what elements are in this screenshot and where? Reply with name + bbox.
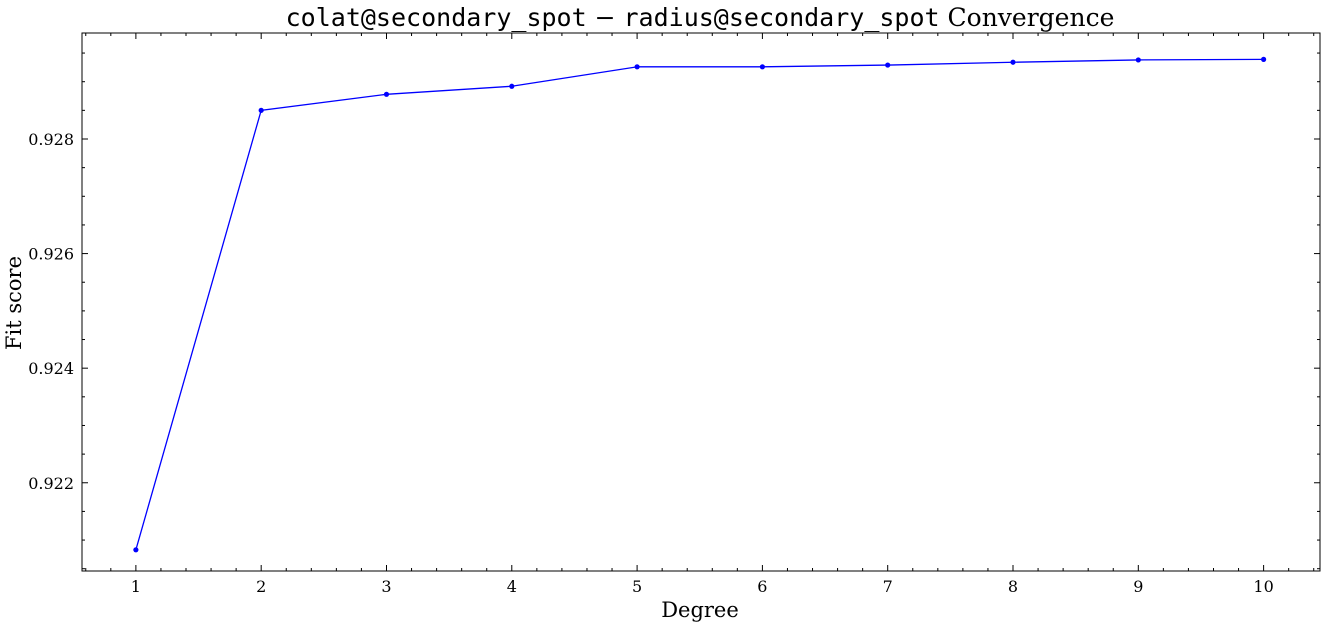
x-tick-label: 8	[1008, 577, 1018, 596]
chart-title-part2: radius@secondary_spot	[624, 3, 940, 32]
chart-title-part3: Convergence	[940, 3, 1115, 32]
y-tick-label: 0.922	[28, 474, 74, 493]
x-axis-label: Degree	[661, 598, 739, 622]
data-point	[634, 64, 640, 70]
data-point	[133, 547, 139, 553]
data-point	[1135, 57, 1141, 63]
data-point	[509, 83, 515, 89]
data-point	[1261, 56, 1267, 62]
x-tick-label: 4	[507, 577, 517, 596]
y-tick-label: 0.928	[28, 130, 74, 149]
x-tick-label: 5	[632, 577, 642, 596]
x-tick-label: 2	[256, 577, 266, 596]
y-tick-label: 0.926	[28, 245, 74, 264]
data-point	[258, 107, 264, 113]
series-line	[135, 58, 1264, 550]
x-tick-label: 1	[131, 577, 141, 596]
x-tick-label: 7	[883, 577, 893, 596]
chart-title-part1: colat@secondary_spot	[286, 3, 587, 32]
data-point	[383, 91, 390, 97]
data-point	[1010, 59, 1016, 65]
y-tick-label: 0.924	[28, 359, 74, 378]
series-group	[133, 56, 1267, 553]
y-axis-label: Fit score	[2, 256, 26, 350]
x-tick-label: 10	[1253, 577, 1273, 596]
data-point	[759, 64, 765, 70]
data-point	[885, 62, 891, 68]
x-tick-label: 3	[381, 577, 391, 596]
plot-frame	[81, 32, 1321, 572]
x-tick-label: 9	[1133, 577, 1143, 596]
chart-title-separator: −	[587, 3, 624, 32]
axis-ticks: 1 2 3 4 5 6 7 8 9 10 0.922 0.924 0.926 0.928	[28, 33, 1320, 596]
x-tick-label: 6	[757, 577, 767, 596]
chart-title: colat@secondary_spot − radius@secondary_…	[286, 3, 1115, 32]
